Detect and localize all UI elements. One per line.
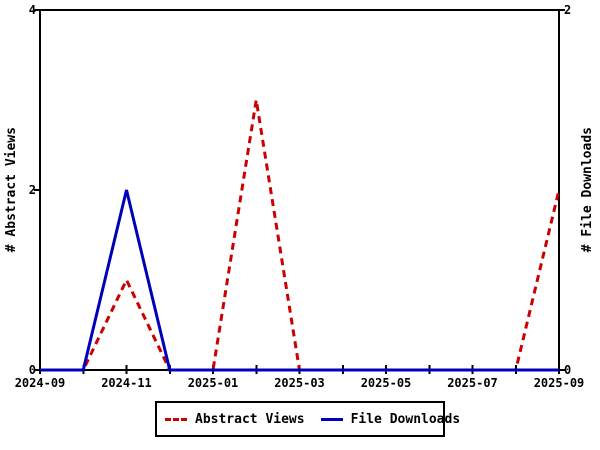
left-axis-tick-0: 0	[28, 363, 36, 377]
left-axis-title: # Abstract Views	[0, 10, 22, 370]
legend-entry-abstract-views: Abstract Views	[165, 413, 305, 426]
right-axis-tick-2: 2	[564, 3, 572, 17]
abstract-views-line-sample	[165, 417, 187, 421]
abstract-views-line	[40, 99, 561, 372]
left-axis-tick-2: 2	[28, 183, 36, 197]
plot-frame	[39, 9, 560, 371]
x-tick-2024-11: 2024-11	[101, 376, 152, 390]
x-tick-2025-05: 2025-05	[360, 376, 412, 390]
right-axis-tick-0: 0	[564, 363, 572, 377]
x-tick-2025-03: 2025-03	[274, 376, 325, 390]
file-downloads-line	[40, 189, 559, 372]
left-axis-title-text: # Abstract Views	[3, 127, 19, 253]
x-tick-2024-09: 2024-09	[14, 376, 66, 390]
legend-entry-file-downloads: File Downloads	[320, 411, 461, 427]
left-axis-tick-4: 4	[28, 3, 36, 17]
legend: Abstract Views File Downloads	[155, 401, 460, 437]
x-tick-2025-09: 2025-09	[533, 376, 585, 390]
file-downloads-line-sample	[320, 417, 343, 421]
legend-label-abstract-views: Abstract Views	[195, 411, 305, 427]
x-tick-2025-01: 2025-01	[187, 376, 239, 390]
right-axis-title-text: # File Downloads	[579, 127, 595, 253]
legend-label-file-downloads: File Downloads	[350, 411, 461, 427]
right-axis-title: # File Downloads	[576, 10, 598, 370]
x-tick-2025-07: 2025-07	[447, 376, 498, 390]
